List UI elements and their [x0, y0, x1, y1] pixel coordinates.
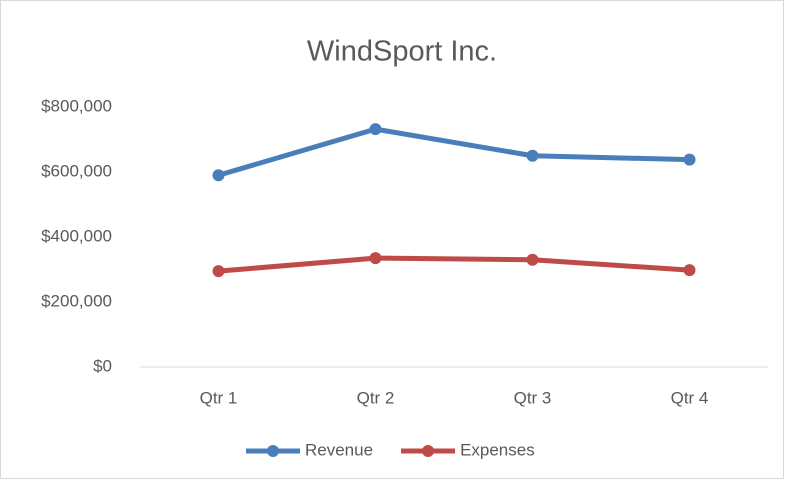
y-tick-label: $400,000 — [41, 226, 112, 245]
series-line — [216, 126, 692, 178]
series-marker — [526, 149, 539, 162]
series-marker — [683, 264, 696, 277]
x-tick-label: Qtr 1 — [200, 388, 238, 407]
legend-label: Revenue — [305, 440, 373, 459]
series-marker — [369, 252, 382, 265]
x-tick-label: Qtr 2 — [357, 388, 395, 407]
series-marker — [683, 153, 696, 166]
y-tick-label: $600,000 — [41, 161, 112, 180]
y-tick-label: $800,000 — [41, 96, 112, 115]
series-marker — [212, 265, 225, 278]
y-tick-label: $0 — [93, 356, 112, 375]
y-tick-label: $200,000 — [41, 291, 112, 310]
legend-label: Expenses — [460, 440, 535, 459]
series-marker — [526, 253, 539, 266]
chart-title: WindSport Inc. — [307, 36, 497, 68]
x-tick-label: Qtr 4 — [671, 388, 709, 407]
legend-marker — [422, 445, 435, 457]
legend-marker — [267, 445, 279, 457]
series-marker — [212, 169, 225, 182]
x-tick-label: Qtr 3 — [514, 388, 552, 407]
series-line — [216, 255, 692, 274]
series-marker — [369, 123, 382, 136]
